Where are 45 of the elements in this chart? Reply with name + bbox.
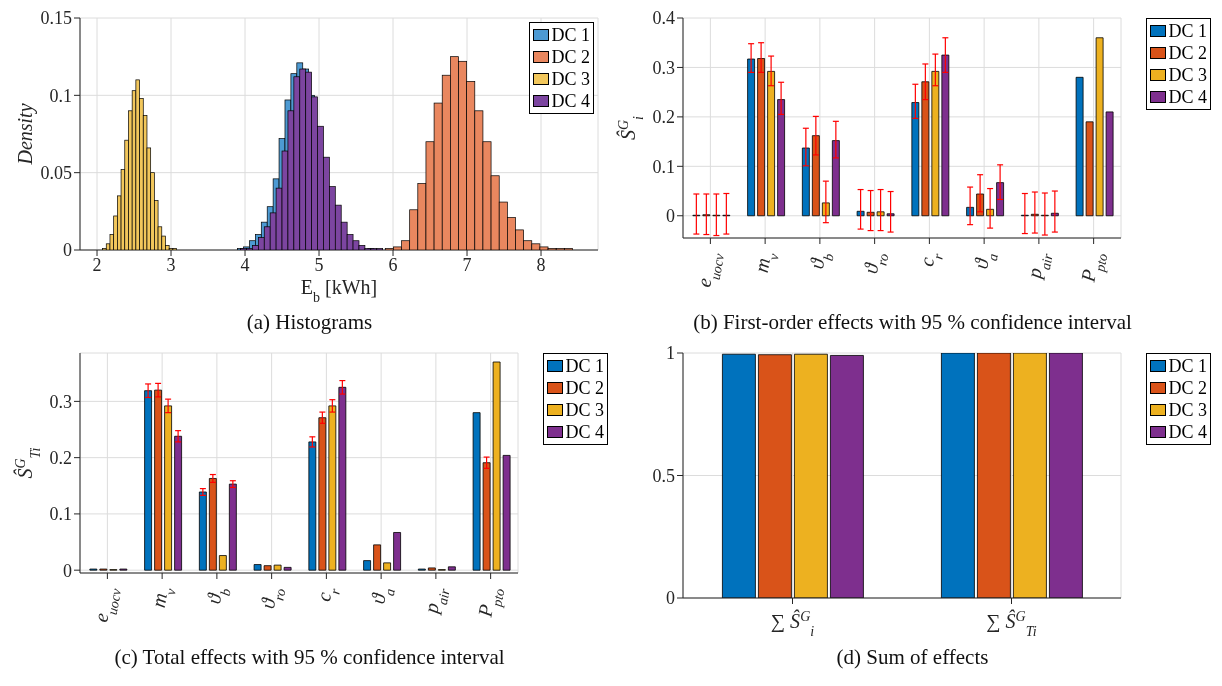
y-tick-label: 0.3 <box>652 57 675 78</box>
y-tick-label: 0 <box>666 588 675 609</box>
y-tick-label: 0.1 <box>652 156 675 177</box>
y-tick-label: 0.2 <box>652 107 675 128</box>
y-tick-label: 0.4 <box>652 8 675 29</box>
y-axis-title: Density <box>14 103 37 166</box>
x-axis-title: E$_{b}$ [kWh] <box>300 276 378 305</box>
y-tick-label: 0.2 <box>49 448 72 469</box>
y-tick-label: 0 <box>63 240 72 261</box>
x-tick-label: 7 <box>462 254 472 275</box>
y-tick-label: 0 <box>63 560 72 581</box>
legend-label: DC 2 <box>565 377 604 399</box>
legend-label: DC 4 <box>1168 86 1207 108</box>
x-tick-label: 6 <box>388 254 398 275</box>
text: (b) First-order effects with 95 % confidence interval <box>693 310 1132 334</box>
text: (d) Sum of effects <box>836 645 989 669</box>
x-tick-label: 5 <box>314 254 324 275</box>
legend-label: DC 4 <box>565 421 604 443</box>
legend-label: DC 1 <box>1168 355 1207 377</box>
legend-label: DC 1 <box>565 355 604 377</box>
legend-label: DC 3 <box>551 68 590 90</box>
legend-label: DC 1 <box>1168 20 1207 42</box>
x-tick-label: 3 <box>166 254 176 275</box>
y-tick-label: 0.1 <box>49 504 72 525</box>
text: (a) Histograms <box>246 310 373 334</box>
legend-label: DC 3 <box>565 399 604 421</box>
legend-label: DC 2 <box>1168 42 1207 64</box>
y-tick-label: 0.05 <box>40 163 72 184</box>
y-tick-label: 0.3 <box>49 391 72 412</box>
text: (c) Total effects with 95 % confidence interval <box>114 645 505 669</box>
legend-label: DC 3 <box>1168 64 1207 86</box>
legend-label: DC 4 <box>551 90 590 112</box>
legend-label: DC 4 <box>1168 421 1207 443</box>
legend-label: DC 1 <box>551 24 590 46</box>
legend-label: DC 3 <box>1168 399 1207 421</box>
legend-label: DC 2 <box>1168 377 1207 399</box>
y-tick-label: 0.15 <box>40 8 72 29</box>
x-tick-label: 8 <box>536 254 546 275</box>
y-tick-label: 0.1 <box>49 85 72 106</box>
x-tick-label: 2 <box>92 254 102 275</box>
y-tick-label: 0.5 <box>652 465 675 486</box>
y-tick-label: 1 <box>666 343 675 364</box>
legend-label: DC 2 <box>551 46 590 68</box>
x-tick-label: 4 <box>240 254 250 275</box>
y-tick-label: 0 <box>666 206 675 227</box>
